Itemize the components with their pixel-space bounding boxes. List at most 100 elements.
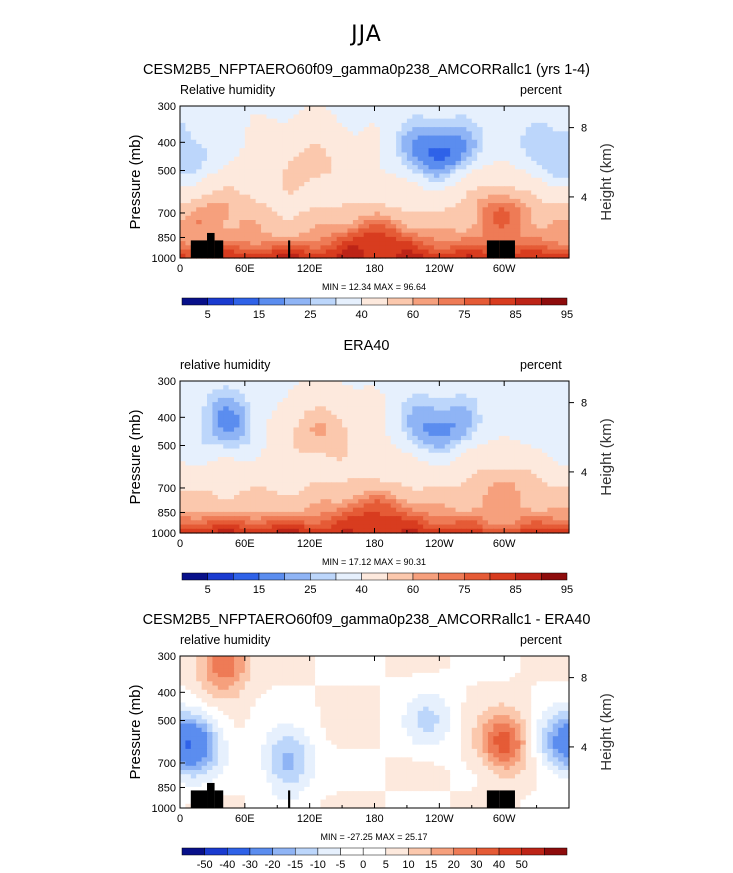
contour-cell [455,444,462,450]
contour-cell [347,110,354,116]
contour-cell [563,165,570,170]
contour-cell [423,110,430,116]
contour-cell [563,139,570,145]
contour-cell [563,461,570,467]
contour-cell [250,152,257,158]
contour-cell [223,106,230,111]
contour-cell [288,245,295,251]
contour-cell [385,507,392,513]
contour-cell [541,131,548,137]
contour-cell [390,211,397,217]
contour-cell [514,215,521,221]
contour-cell [412,499,419,505]
contour-cell [336,435,343,441]
contour-cell [212,381,219,386]
contour-cell [541,469,548,475]
contour-cell [433,444,440,450]
contour-cell [282,478,289,483]
contour-cell [212,215,219,221]
contour-cell [552,381,559,386]
contour-cell [320,499,327,505]
contour-cell [487,490,494,496]
contour-cell [288,114,295,120]
contour-cell [180,435,187,441]
contour-cell [212,177,219,183]
contour-cell [190,478,197,483]
contour-cell [271,249,278,255]
contour-cell [563,253,570,259]
contour-cell [190,131,197,137]
contour-cell [487,198,494,204]
contour-cell [217,139,224,145]
contour-cell [482,118,489,124]
contour-cell [428,135,435,141]
contour-cell [277,156,284,162]
contour-cell [320,419,327,424]
contour-cell [455,135,462,141]
contour-cell [288,173,295,179]
contour-cell [320,194,327,200]
contour-cell [244,393,251,399]
contour-cell [498,482,505,488]
contour-cell [266,131,273,137]
contour-cell [536,203,543,208]
contour-cell [250,495,257,500]
contour-cell [374,177,381,183]
contour-cell [234,177,241,183]
contour-cell [466,465,473,471]
contour-cell [288,414,295,420]
contour-cell [244,236,251,242]
contour-cell [412,114,419,120]
contour-cell [336,165,343,170]
contour-cell [288,435,295,441]
contour-cell [558,207,565,213]
contour-cell [212,228,219,234]
contour-cell [466,490,473,496]
contour-cell [563,194,570,200]
contour-cell [406,224,413,230]
contour-cell [514,139,521,145]
contour-cell [282,114,289,120]
contour-cell [325,118,332,124]
contour-cell [536,131,543,137]
contour-cell [390,173,397,179]
contour-cell [228,106,235,111]
contour-cell [520,236,527,242]
contour-cell [563,110,570,116]
contour-cell [374,414,381,420]
contour-cell [455,169,462,175]
contour-cell [433,410,440,416]
contour-cell [320,423,327,429]
contour-cell [482,410,489,416]
contour-cell [406,495,413,500]
contour-cell [234,397,241,403]
contour-cell [498,203,505,208]
contour-cell [196,118,203,124]
contour-cell [196,148,203,154]
contour-cell [234,148,241,154]
contour-cell [207,406,214,412]
contour-cell [541,211,548,217]
contour-cell [201,106,208,111]
contour-cell [282,452,289,458]
contour-cell [369,232,376,238]
contour-cell [460,406,467,412]
contour-cell [525,389,532,395]
contour-cell [444,406,451,412]
contour-cell [525,457,532,462]
contour-cell [428,503,435,509]
contour-cell [428,457,435,462]
contour-cell [298,457,305,462]
contour-cell [385,127,392,132]
contour-cell [482,457,489,462]
contour-cell [406,215,413,221]
contour-cell [336,156,343,162]
contour-cell [541,203,548,208]
contour-cell [180,211,187,217]
contour-cell [331,511,338,517]
contour-cell [558,253,565,259]
contour-cell [417,495,424,500]
contour-cell [196,194,203,200]
contour-cell [390,482,397,488]
contour-cell [433,461,440,467]
